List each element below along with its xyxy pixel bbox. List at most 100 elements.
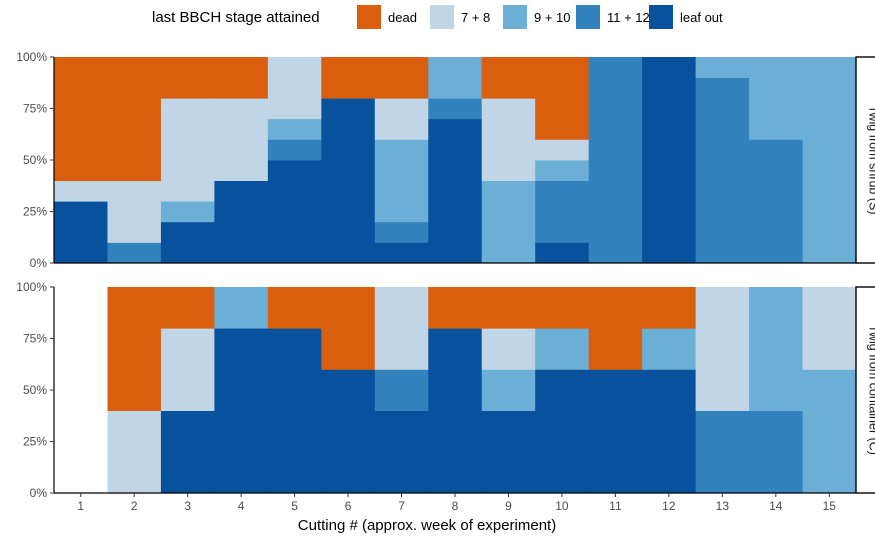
bar-segment-p1-c10-dead	[535, 57, 590, 140]
bar-segment-p2-c10-dead	[535, 287, 590, 329]
legend-swatch-s78	[430, 5, 454, 29]
bar-segment-p1-c1-leaf	[54, 201, 109, 264]
bar-segment-p1-c12-leaf	[642, 57, 697, 264]
legend-swatch-dead	[357, 5, 381, 29]
bar-segment-p1-c9-s910	[481, 180, 536, 264]
y-tick-label: 25%	[23, 435, 47, 449]
bar-segment-p1-c10-s78	[535, 139, 590, 161]
y-tick-label: 50%	[23, 383, 47, 397]
bar-segment-p2-c5-leaf	[267, 328, 322, 494]
legend-label-s1112: 11 + 12	[607, 10, 650, 25]
bar-segment-p2-c3-s78	[160, 328, 215, 411]
bar-segment-p1-c8-leaf	[428, 118, 483, 264]
legend-swatch-s1112	[576, 5, 600, 29]
x-tick-label: 15	[823, 499, 837, 513]
legend-item-s78: 7 + 8	[430, 5, 490, 29]
bar-segment-p1-c10-leaf	[535, 242, 590, 264]
facet-strip	[855, 56, 875, 264]
y-tick-label: 75%	[23, 102, 47, 116]
bar-segment-p2-c6-leaf	[321, 369, 376, 494]
x-axis: 1 2 3 4 5 6 7 8 9 10 11 12 13 14 15	[77, 493, 836, 513]
panel-1: 0% 25% 50% 75% 100% Twig from shrub (S)	[16, 50, 875, 270]
bar-segment-p2-c12-s910	[642, 328, 697, 370]
bar-segment-p2-c10-s910	[535, 328, 590, 370]
bar-segment-p1-c13-s910	[695, 57, 750, 78]
bar-segment-p1-c7-dead	[374, 57, 429, 99]
bar-segment-p2-c9-leaf	[481, 410, 536, 494]
x-tick-label: 8	[452, 499, 459, 513]
bar-segment-p2-c4-s910	[214, 287, 269, 329]
bar-segment-p2-c2-s78	[107, 410, 162, 494]
bar-segment-p1-c13-s1112	[695, 77, 750, 264]
x-tick-label: 5	[291, 499, 298, 513]
panel-2: 0% 25% 50% 75% 100% Twig from container (C)	[16, 280, 875, 500]
x-tick-label: 11	[609, 499, 622, 513]
bar-segment-p2-c15-s910	[802, 369, 857, 494]
legend-item-leaf: leaf out	[649, 5, 723, 29]
bar-segment-p2-c14-s910	[749, 287, 804, 411]
facet-strip-label: Twig from shrub (S)	[867, 105, 875, 214]
y-tick-label: 0%	[30, 486, 48, 500]
bar-segment-p1-c14-s910	[749, 57, 804, 140]
y-tick-label: 0%	[30, 256, 48, 270]
bar-segment-p2-c13-s1112	[695, 410, 750, 494]
bar-segment-p1-c7-s1112	[374, 221, 429, 243]
bar-segment-p1-c6-leaf	[321, 98, 376, 264]
legend-swatch-s910	[503, 5, 527, 29]
bar-segment-p1-c7-s910	[374, 139, 429, 223]
bar-segment-p2-c6-dead	[321, 287, 376, 370]
bar-segment-p2-c9-s910	[481, 369, 536, 411]
x-tick-label: 9	[505, 499, 512, 513]
bar-segment-p2-c3-dead	[160, 287, 215, 329]
legend-label-leaf: leaf out	[680, 10, 723, 25]
bar-segment-p2-c3-leaf	[160, 410, 215, 494]
y-tick-label: 100%	[16, 280, 47, 294]
bar-segment-p1-c9-s78	[481, 98, 536, 181]
bar-segment-p1-c2-dead	[107, 57, 162, 181]
x-tick-label: 14	[769, 499, 783, 513]
bar-segment-p1-c1-s78	[54, 180, 109, 202]
legend-item-dead: dead	[357, 5, 417, 29]
bar-segment-p2-c11-leaf	[588, 369, 643, 494]
bar-segment-p1-c2-s78	[107, 180, 162, 243]
x-tick-label: 4	[238, 499, 245, 513]
bar-segment-p1-c5-s1112	[267, 139, 322, 161]
bar-segment-p1-c11-s1112	[588, 57, 643, 264]
bar-segment-p1-c5-leaf	[267, 160, 322, 264]
bar-segment-p2-c9-dead	[481, 287, 536, 329]
bar-segment-p1-c7-leaf	[374, 242, 429, 264]
x-tick-label: 1	[77, 499, 84, 513]
legend-item-s1112: 11 + 12	[576, 5, 650, 29]
bar-segment-p2-c9-s78	[481, 328, 536, 370]
bar-segment-p2-c7-s78	[374, 287, 429, 370]
bar-segment-p1-c3-leaf	[160, 221, 215, 264]
bar-segment-p2-c15-s78	[802, 287, 857, 370]
bar-segment-p2-c2-dead	[107, 287, 162, 411]
y-tick-label: 50%	[23, 153, 47, 167]
bar-segment-p2-c11-dead	[588, 287, 643, 370]
bar-segment-p2-c10-leaf	[535, 369, 590, 494]
bar-segment-p2-c4-leaf	[214, 328, 269, 494]
bar-segment-p2-c7-s1112	[374, 369, 429, 411]
y-tick-label: 75%	[23, 332, 47, 346]
bar-segment-p2-c8-dead	[428, 287, 483, 329]
bar-segment-p1-c14-s1112	[749, 139, 804, 264]
bar-segment-p1-c4-leaf	[214, 180, 269, 264]
x-tick-label: 13	[716, 499, 730, 513]
bar-segment-p1-c5-s78	[267, 57, 322, 120]
bar-segment-p1-c8-s910	[428, 57, 483, 99]
bar-segment-p1-c4-s78	[214, 98, 269, 181]
legend-item-s910: 9 + 10	[503, 5, 571, 29]
x-tick-label: 7	[398, 499, 405, 513]
bar-segment-p1-c7-s78	[374, 98, 429, 140]
legend-label-dead: dead	[388, 10, 417, 25]
bar-segment-p1-c2-s1112	[107, 242, 162, 264]
legend-label-s910: 9 + 10	[534, 10, 571, 25]
bar-segment-p2-c12-leaf	[642, 369, 697, 494]
bar-segment-p1-c4-dead	[214, 57, 269, 99]
x-tick-label: 12	[662, 499, 676, 513]
x-tick-label: 6	[345, 499, 352, 513]
x-tick-label: 3	[184, 499, 191, 513]
bar-segment-p1-c3-dead	[160, 57, 215, 99]
